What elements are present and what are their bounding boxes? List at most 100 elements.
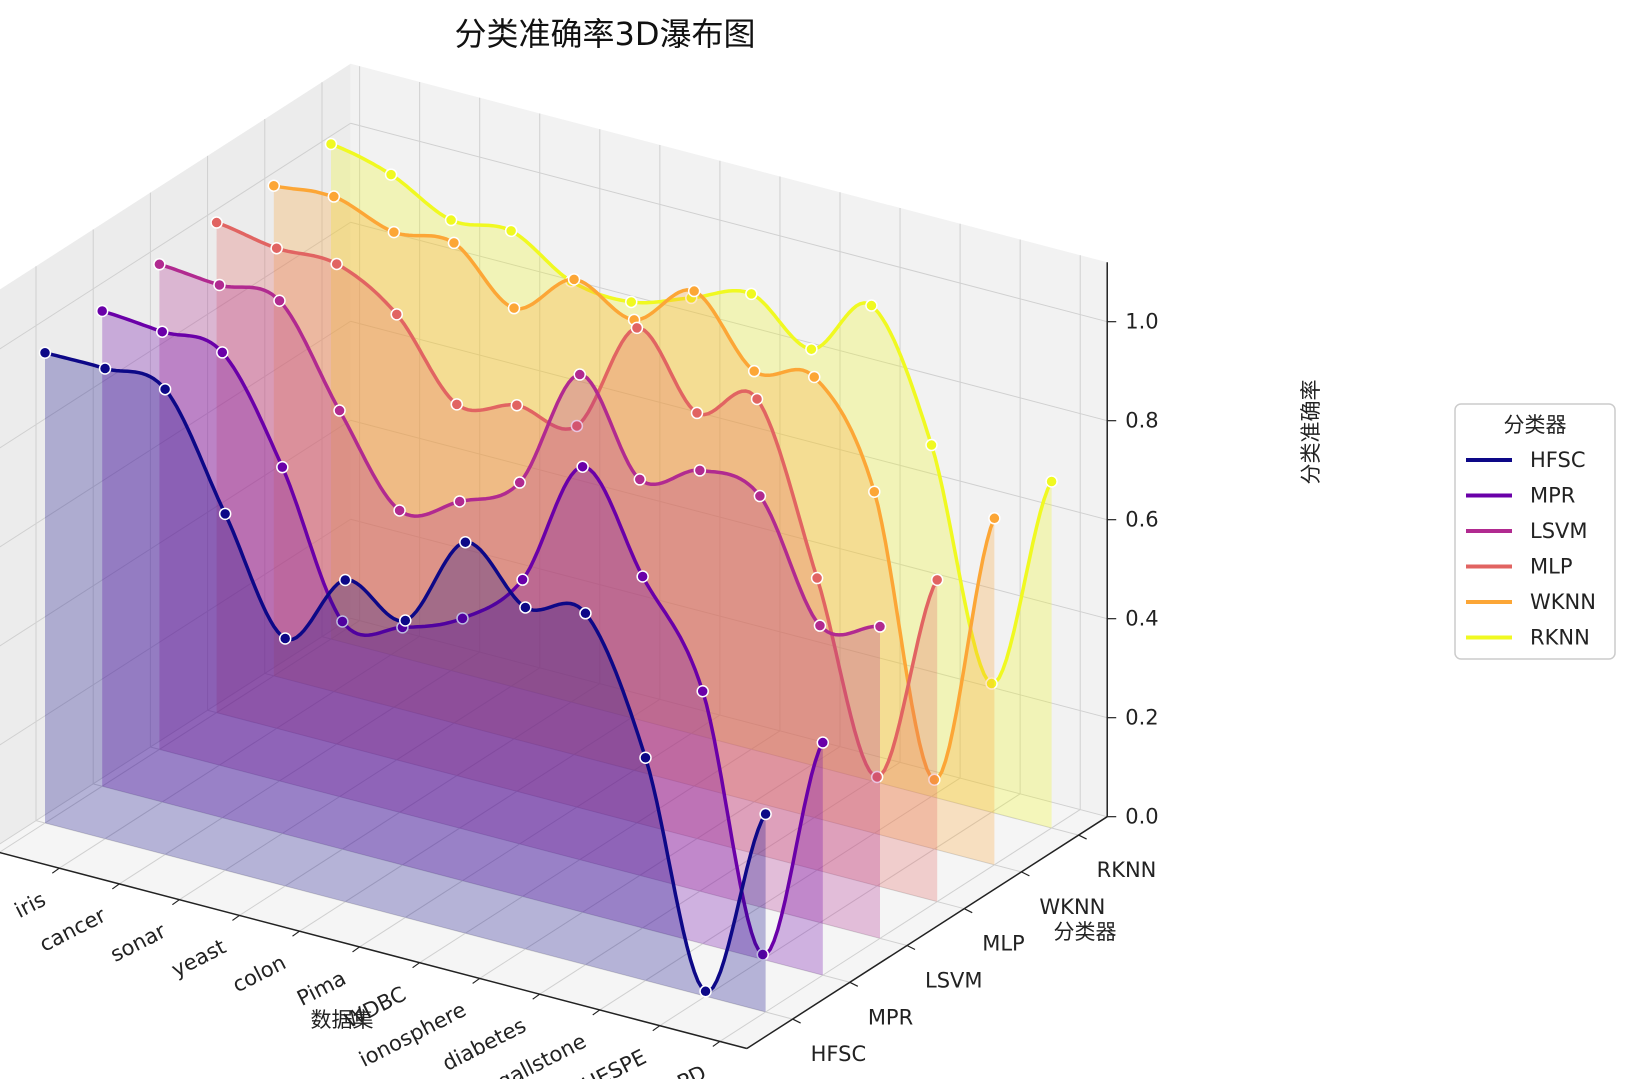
x-tick	[232, 914, 240, 921]
y-tick-label: MLP	[982, 932, 1024, 956]
grid-line	[119, 651, 480, 885]
legend-title: 分类器	[1504, 413, 1567, 437]
data-point	[516, 573, 529, 586]
data-point	[810, 571, 824, 585]
grid-line	[0, 122, 351, 350]
grid-line	[350, 518, 1108, 719]
grid-line	[0, 620, 360, 853]
data-point	[985, 677, 998, 690]
x-tick	[292, 930, 300, 937]
floor-pane	[0, 618, 1108, 1049]
z-tick-label: 0.0	[1125, 805, 1158, 829]
data-point	[745, 287, 758, 301]
x-tick-label: Pima	[293, 966, 350, 1011]
data-point	[387, 225, 401, 239]
data-point	[573, 368, 586, 381]
x-tick	[352, 946, 360, 953]
grid-line	[0, 221, 351, 449]
axis-line	[746, 816, 1108, 1050]
x-tick-label: ILPD	[658, 1061, 711, 1079]
legend-label-rknn: RKNN	[1530, 626, 1590, 650]
grid-line	[59, 635, 420, 869]
data-point	[813, 619, 827, 632]
data-point	[153, 258, 166, 271]
x-tick	[172, 899, 180, 906]
y-tick-label: RKNN	[1097, 858, 1157, 882]
series-area-mpr	[102, 311, 823, 976]
x-tick-label: yeast	[168, 935, 230, 982]
data-point	[336, 615, 349, 628]
data-point	[267, 179, 281, 192]
data-point	[210, 216, 223, 229]
z-tick-label: 0.8	[1125, 409, 1158, 433]
data-point	[158, 382, 172, 396]
legend-label-mpr: MPR	[1530, 484, 1575, 508]
data-point	[636, 570, 649, 583]
z-tick-label: 1.0	[1125, 310, 1158, 334]
data-point	[570, 419, 584, 433]
data-point	[928, 773, 941, 786]
x-tick	[712, 1040, 721, 1047]
x-tick-label: cancer	[36, 903, 110, 957]
data-point	[450, 398, 464, 411]
y-tick	[1021, 871, 1030, 877]
legend-label-hfsc: HFSC	[1530, 448, 1586, 472]
data-point	[384, 168, 398, 181]
legend-label-lsvm: LSVM	[1530, 519, 1588, 543]
y-axis-label: 分类器	[1054, 920, 1117, 944]
left-pane	[0, 63, 351, 844]
grid-line	[0, 419, 351, 647]
grid-line	[299, 698, 661, 932]
data-point	[576, 460, 589, 473]
data-point	[579, 607, 592, 620]
data-point	[330, 257, 343, 271]
grid-line	[0, 518, 351, 746]
z-tick-label: 0.2	[1125, 706, 1158, 730]
data-point	[453, 495, 466, 508]
grid-line	[350, 419, 1108, 620]
data-point	[270, 241, 283, 255]
data-point	[278, 632, 292, 645]
data-point	[630, 321, 644, 335]
data-point	[625, 295, 638, 309]
y-tick-label: WKNN	[1039, 895, 1105, 919]
data-point	[756, 948, 769, 961]
data-point	[687, 284, 701, 298]
y-tick-label: HFSC	[811, 1042, 867, 1066]
data-point	[390, 308, 403, 321]
data-point	[870, 770, 884, 784]
x-tick	[532, 993, 541, 1000]
data-point	[519, 601, 532, 614]
grid-line	[0, 320, 351, 548]
x-tick	[472, 977, 480, 984]
grid-line	[93, 783, 850, 983]
data-point	[805, 342, 818, 356]
data-point	[156, 325, 169, 338]
x-axis-label: 数据集	[311, 1008, 374, 1032]
x-tick	[412, 962, 420, 969]
x-tick	[111, 883, 120, 890]
data-point	[696, 685, 709, 698]
grid-line	[719, 809, 1081, 1042]
grid-line	[264, 672, 1022, 873]
x-tick-label: iris	[11, 887, 50, 923]
z-tick-label: 0.6	[1125, 508, 1158, 532]
data-point	[567, 273, 581, 286]
grid-line	[35, 820, 793, 1020]
grid-line	[207, 709, 965, 910]
series-wknn	[267, 179, 1001, 865]
data-point	[690, 406, 704, 420]
data-point	[865, 299, 878, 312]
data-point	[98, 362, 112, 375]
x-tick	[51, 867, 60, 874]
data-point	[639, 751, 652, 764]
grid-line	[179, 667, 541, 901]
legend-box	[1454, 403, 1616, 660]
data-point	[759, 807, 772, 821]
data-point	[699, 985, 712, 998]
data-point	[393, 504, 406, 517]
data-point	[327, 190, 341, 203]
data-point	[459, 535, 472, 549]
data-point	[753, 489, 767, 503]
data-point	[868, 485, 881, 498]
